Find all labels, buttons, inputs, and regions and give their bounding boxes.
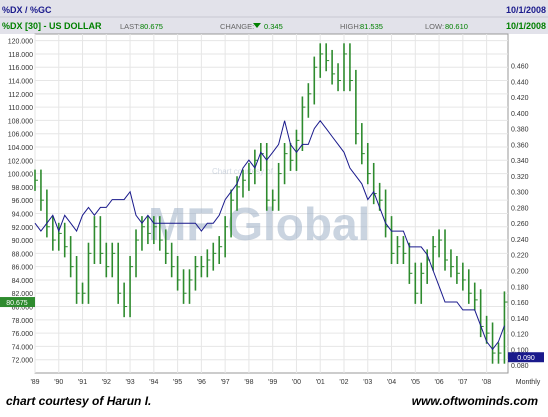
left-tick-label: 90.000 (12, 238, 34, 245)
right-axis: 0.080 0.100 0.120 0.140 0.160 0.180 0.200 0.220… (511, 64, 529, 371)
high-value: 81.535 (360, 22, 383, 31)
right-tick-label: 0.180 (511, 284, 529, 291)
x-tick-label: '04 (387, 379, 396, 386)
change-down-icon (253, 23, 261, 28)
change-label: CHANGE: (220, 22, 254, 31)
right-tick-label: 0.260 (511, 221, 529, 228)
x-tick-label: '98 (244, 379, 253, 386)
left-tick-label: 112.000 (8, 92, 33, 99)
right-tick-label: 0.380 (511, 127, 529, 134)
right-tick-label: 0.440 (511, 79, 529, 86)
x-tick-label: '91 (78, 379, 87, 386)
x-axis: '89 '90 '91 '92 '93 '94 '95 '96 '97 '98 '99 '00 '01 '… (30, 379, 540, 386)
date-bottom: 10/1/2008 (506, 21, 546, 31)
left-tick-label: 76.000 (12, 331, 34, 338)
change-value: 0.345 (264, 22, 283, 31)
grid (34, 34, 508, 373)
right-tick-label: 0.160 (511, 300, 529, 307)
marker-layer: 80.675 0.090 (0, 297, 544, 363)
x-tick-label: '01 (316, 379, 325, 386)
left-tick-label: 88.000 (12, 251, 34, 258)
left-tick-label: 116.000 (8, 65, 33, 72)
left-tick-label: 104.000 (8, 145, 33, 152)
low-label: LOW: (425, 22, 444, 31)
x-tick-label: '07 (458, 379, 467, 386)
right-tick-label: 0.200 (511, 269, 529, 276)
x-tick-label: '89 (30, 379, 39, 386)
site-url: www.oftwominds.com (411, 394, 538, 408)
x-tick-label: '92 (102, 379, 111, 386)
x-tick-label: '06 (435, 379, 444, 386)
left-tick-label: 110.000 (8, 105, 33, 112)
x-tick-label: '05 (411, 379, 420, 386)
x-tick-label: '90 (54, 379, 63, 386)
last-value: 80.675 (140, 22, 163, 31)
left-tick-label: 74.000 (12, 344, 34, 351)
right-tick-label: 0.340 (511, 158, 529, 165)
left-tick-label: 78.000 (12, 318, 34, 325)
left-tick-label: 108.000 (8, 118, 33, 125)
x-tick-label: '97 (221, 379, 230, 386)
left-tick-label: 84.000 (12, 278, 34, 285)
left-tick-label: 96.000 (12, 198, 34, 205)
right-tick-label: 0.120 (511, 332, 529, 339)
high-label: HIGH: (340, 22, 361, 31)
last-value-marker-right-label: 0.090 (517, 355, 535, 362)
x-tick-label: '94 (149, 379, 158, 386)
x-tick-label: '95 (173, 379, 182, 386)
right-tick-label: 0.300 (511, 190, 529, 197)
right-tick-label: 0.220 (511, 253, 529, 260)
right-tick-label: 0.080 (511, 363, 529, 370)
right-tick-label: 0.360 (511, 142, 529, 149)
date-top: 10/1/2008 (506, 5, 546, 15)
frequency-label: Monthly (516, 379, 541, 386)
right-tick-label: 0.100 (511, 347, 529, 354)
left-tick-label: 94.000 (12, 211, 34, 218)
series-gc-line (34, 119, 505, 351)
series-dx (34, 43, 508, 364)
x-tick-label: '08 (482, 379, 491, 386)
left-tick-label: 114.000 (8, 79, 33, 86)
x-tick-label: '02 (339, 379, 348, 386)
series-title: %DX [30] - US DOLLAR (2, 21, 102, 31)
low-value: 80.610 (445, 22, 468, 31)
left-tick-label: 120.000 (8, 39, 33, 46)
left-axis: 72.000 74.000 76.000 78.000 80.000 82.000 84.0… (8, 39, 33, 365)
left-tick-label: 92.000 (12, 225, 34, 232)
left-tick-label: 72.000 (12, 358, 34, 365)
series-layer (34, 43, 508, 364)
x-tick-label: '96 (197, 379, 206, 386)
credit-text: chart courtesy of Harun I. (6, 394, 152, 408)
symbols-label: %DX / %GC (2, 5, 52, 15)
left-tick-label: 82.000 (12, 291, 34, 298)
last-label: LAST: (120, 22, 140, 31)
last-value-marker-right (508, 352, 544, 363)
right-tick-label: 0.280 (511, 205, 529, 212)
x-tick-label: '00 (292, 379, 301, 386)
right-tick-label: 0.320 (511, 174, 529, 181)
watermark-logo-text: MF Global (148, 198, 370, 250)
right-tick-label: 0.140 (511, 316, 529, 323)
left-tick-label: 118.000 (8, 52, 33, 59)
right-tick-label: 0.460 (511, 64, 529, 71)
left-tick-label: 98.000 (12, 185, 34, 192)
x-tick-label: '03 (363, 379, 372, 386)
x-tick-label: '93 (126, 379, 135, 386)
left-tick-label: 86.000 (12, 265, 34, 272)
last-value-marker-left-label: 80.675 (6, 300, 28, 307)
last-value-marker-left (0, 297, 35, 308)
x-tick-label: '99 (268, 379, 277, 386)
right-tick-label: 0.240 (511, 237, 529, 244)
left-tick-label: 80.000 (12, 305, 34, 312)
plot-area (34, 33, 509, 374)
left-tick-label: 106.000 (8, 132, 33, 139)
left-tick-label: 102.000 (8, 158, 33, 165)
right-tick-label: 0.420 (511, 95, 529, 102)
right-tick-label: 0.400 (511, 111, 529, 118)
left-tick-label: 100.000 (8, 172, 33, 179)
